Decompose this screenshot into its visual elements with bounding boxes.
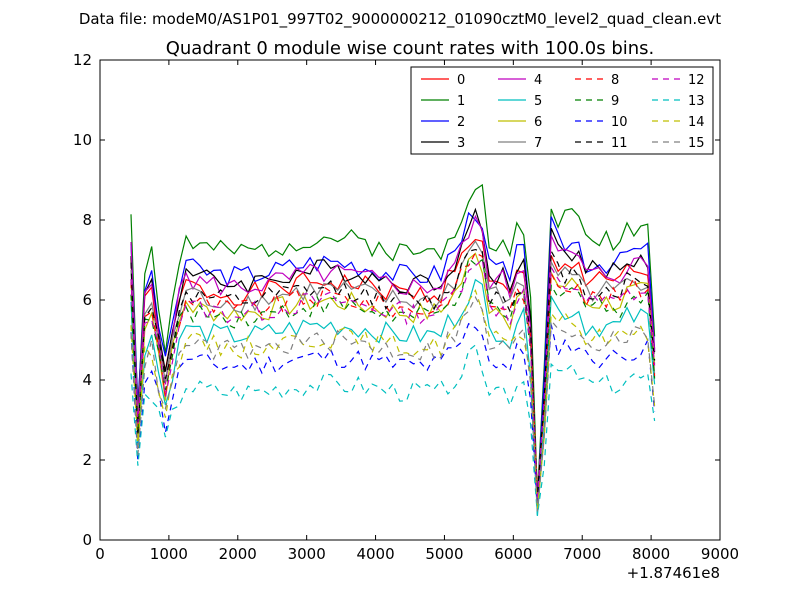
legend-label-13: 13 <box>688 94 705 109</box>
axes-layer: 0 1000 2000 3000 4000 5000 6000 7000 8000 9000 0 2 4… <box>73 51 739 563</box>
y-tick-label: 8 <box>82 211 92 229</box>
legend-label-7: 7 <box>534 136 542 151</box>
series-layer <box>130 183 656 516</box>
series-line-module-9 <box>130 257 656 497</box>
legend-label-3: 3 <box>457 136 465 151</box>
y-tick-label: 12 <box>73 51 92 69</box>
x-tick-label: 9000 <box>701 545 739 563</box>
legend-label-14: 14 <box>688 115 705 130</box>
legend-label-11: 11 <box>611 136 628 151</box>
series-line-module-12 <box>130 258 656 501</box>
x-offset-label: +1.87461e8 <box>627 564 720 582</box>
legend-label-4: 4 <box>534 73 542 88</box>
legend-box <box>410 66 714 155</box>
x-tick-label: 6000 <box>494 545 532 563</box>
x-tick-label: 4000 <box>356 545 394 563</box>
x-tick-label: 0 <box>95 545 105 563</box>
series-line-module-14 <box>130 289 656 510</box>
y-tick-label: 6 <box>82 291 92 309</box>
y-tick-label: 4 <box>82 371 92 389</box>
legend-label-2: 2 <box>457 115 465 130</box>
y-tick-label: 2 <box>82 451 92 469</box>
x-tick-label: 1000 <box>150 545 188 563</box>
y-tick-label: 10 <box>73 131 92 149</box>
legend-label-5: 5 <box>534 94 542 109</box>
legend-label-15: 15 <box>688 136 705 151</box>
x-tick-label: 8000 <box>632 545 670 563</box>
y-tick-label: 0 <box>82 531 92 549</box>
legend-label-6: 6 <box>534 115 542 130</box>
legend-label-12: 12 <box>688 73 705 88</box>
x-tick-label: 5000 <box>425 545 463 563</box>
legend-label-1: 1 <box>457 94 465 109</box>
series-line-module-11 <box>130 248 656 498</box>
series-line-module-8 <box>130 251 656 494</box>
data-file-title: Data file: modeM0/AS1P01_997T02_90000002… <box>79 10 721 29</box>
x-tick-label: 3000 <box>288 545 326 563</box>
series-line-module-4 <box>130 214 656 507</box>
series-line-module-5 <box>130 278 656 516</box>
x-tick-label: 2000 <box>219 545 257 563</box>
legend-label-8: 8 <box>611 73 619 88</box>
series-line-module-10 <box>130 322 656 507</box>
chart-title: Quadrant 0 module wise count rates with … <box>166 38 655 59</box>
series-line-module-2 <box>130 211 656 502</box>
legend-label-9: 9 <box>611 94 619 109</box>
legend-label-10: 10 <box>611 115 628 130</box>
x-tick-label: 7000 <box>563 545 601 563</box>
series-line-module-13 <box>130 343 656 516</box>
series-line-module-1 <box>130 183 656 496</box>
legend-label-0: 0 <box>457 73 465 88</box>
series-line-module-15 <box>130 295 656 512</box>
